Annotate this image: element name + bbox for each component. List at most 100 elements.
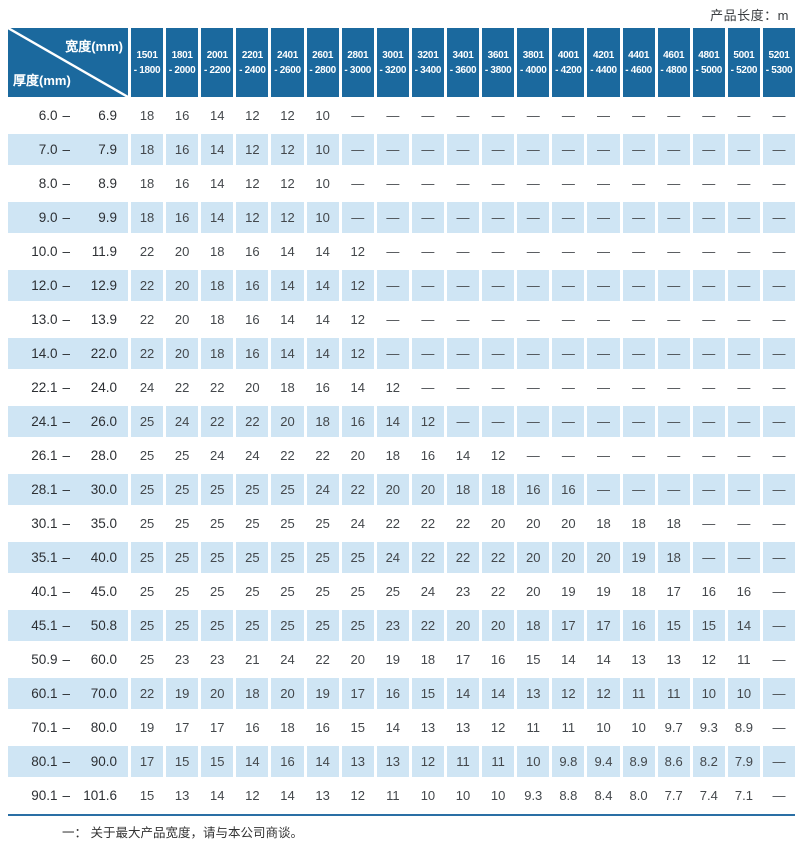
value-cell: 15	[139, 788, 155, 803]
column-header: 2201- 2400	[236, 28, 269, 97]
value-cell: 22	[341, 474, 374, 505]
column-header: 3001- 3200	[376, 28, 409, 97]
value-cell: 13	[420, 720, 436, 735]
value-cell: 12	[271, 134, 304, 165]
value-cell: —	[526, 448, 540, 463]
row-label: 8.0–8.9	[38, 176, 117, 191]
value-cell: —	[351, 176, 365, 191]
value-cell: 14	[306, 338, 339, 369]
value-cell: 25	[139, 584, 155, 599]
value-cell: —	[667, 448, 681, 463]
value-cell: —	[552, 134, 585, 165]
value-cell: —	[727, 474, 760, 505]
value-cell: 18	[280, 380, 295, 395]
value-cell: 8.9	[622, 746, 655, 777]
value-cell: —	[667, 244, 681, 259]
value-cell: 17	[587, 610, 620, 641]
value-cell: —	[482, 406, 515, 437]
value-cell: —	[667, 312, 681, 327]
value-cell: 7.9	[727, 746, 760, 777]
value-cell: 14	[315, 312, 330, 327]
value-cell: 25	[210, 516, 225, 531]
value-cell: 25	[166, 542, 199, 573]
value-cell: 22	[131, 338, 164, 369]
value-cell: 25	[201, 474, 234, 505]
value-cell: —	[692, 270, 725, 301]
value-cell: 25	[139, 652, 155, 667]
value-cell: 16	[245, 244, 260, 259]
value-cell: 14	[280, 312, 295, 327]
value-cell: —	[482, 134, 515, 165]
value-cell: 17	[131, 746, 164, 777]
value-cell: 18	[482, 474, 515, 505]
value-cell: 19	[561, 584, 576, 599]
value-cell: 18	[306, 406, 339, 437]
value-cell: 18	[631, 584, 646, 599]
value-cell: 11	[446, 746, 480, 777]
value-cell: 14	[306, 746, 339, 777]
value-cell: 25	[350, 584, 365, 599]
value-cell: —	[526, 176, 540, 191]
value-cell: 25	[236, 474, 269, 505]
value-cell: —	[491, 108, 505, 123]
value-cell: 10	[631, 720, 646, 735]
value-cell: 25	[245, 516, 260, 531]
row-label: 45.1–50.8	[8, 610, 128, 641]
column-header: 2801- 3000	[341, 28, 374, 97]
value-cell: —	[772, 448, 786, 463]
value-cell: 8.2	[692, 746, 725, 777]
value-cell: 22	[236, 406, 269, 437]
value-cell: 19	[139, 720, 155, 735]
value-cell: 24	[166, 406, 199, 437]
value-cell: 25	[280, 584, 295, 599]
value-cell: 12	[280, 176, 295, 191]
value-cell: 12	[385, 380, 401, 395]
value-cell: —	[596, 176, 610, 191]
value-cell: —	[737, 176, 751, 191]
value-cell: —	[341, 202, 374, 233]
value-cell: 16	[736, 584, 752, 599]
value-cell: 19	[622, 542, 655, 573]
value-cell: —	[737, 380, 751, 395]
value-cell: —	[702, 380, 716, 395]
value-cell: —	[587, 134, 620, 165]
value-cell: —	[622, 202, 655, 233]
value-cell: 10	[315, 108, 330, 123]
value-cell: —	[762, 474, 796, 505]
value-cell: 12	[350, 788, 365, 803]
column-header: 4801- 5000	[692, 28, 725, 97]
value-cell: 14	[455, 448, 471, 463]
width-axis-label: 宽度(mm)	[65, 39, 123, 54]
value-cell: 18	[201, 338, 234, 369]
value-cell: 13	[341, 746, 374, 777]
value-cell: —	[772, 244, 786, 259]
value-cell: 7.1	[734, 788, 753, 803]
value-cell: —	[456, 244, 470, 259]
column-header: 2001- 2200	[201, 28, 234, 97]
value-cell: 20	[166, 338, 199, 369]
value-cell: 18	[596, 516, 611, 531]
table-bottom-rule	[8, 814, 795, 816]
value-cell: —	[351, 108, 365, 123]
value-cell: 12	[271, 202, 304, 233]
value-cell: 22	[201, 406, 234, 437]
value-cell: —	[667, 108, 681, 123]
value-cell: —	[632, 244, 646, 259]
table-body: 6.0–6.9 18 16 14 12 12 10— — — — — — — — — — — — —7.0–7.9 1…	[8, 100, 796, 811]
value-cell: 9.3	[699, 720, 718, 735]
value-cell: 20	[271, 678, 304, 709]
value-cell: —	[762, 202, 796, 233]
value-cell: 12	[280, 108, 295, 123]
value-cell: —	[737, 516, 751, 531]
value-cell: 8.6	[657, 746, 690, 777]
table-row: 45.1–50.8 25 25 25 25 25 25 25 23 22 20 20 18 17 17 16 1…	[8, 610, 796, 641]
value-cell: 10	[517, 746, 550, 777]
column-header: 3201- 3400	[411, 28, 444, 97]
value-cell: 22	[490, 584, 506, 599]
value-cell: 25	[315, 516, 330, 531]
value-cell: 22	[482, 542, 515, 573]
value-cell: 17	[455, 652, 471, 667]
column-header: 4601- 4800	[657, 28, 690, 97]
value-cell: —	[446, 134, 480, 165]
value-cell: 24	[139, 380, 155, 395]
